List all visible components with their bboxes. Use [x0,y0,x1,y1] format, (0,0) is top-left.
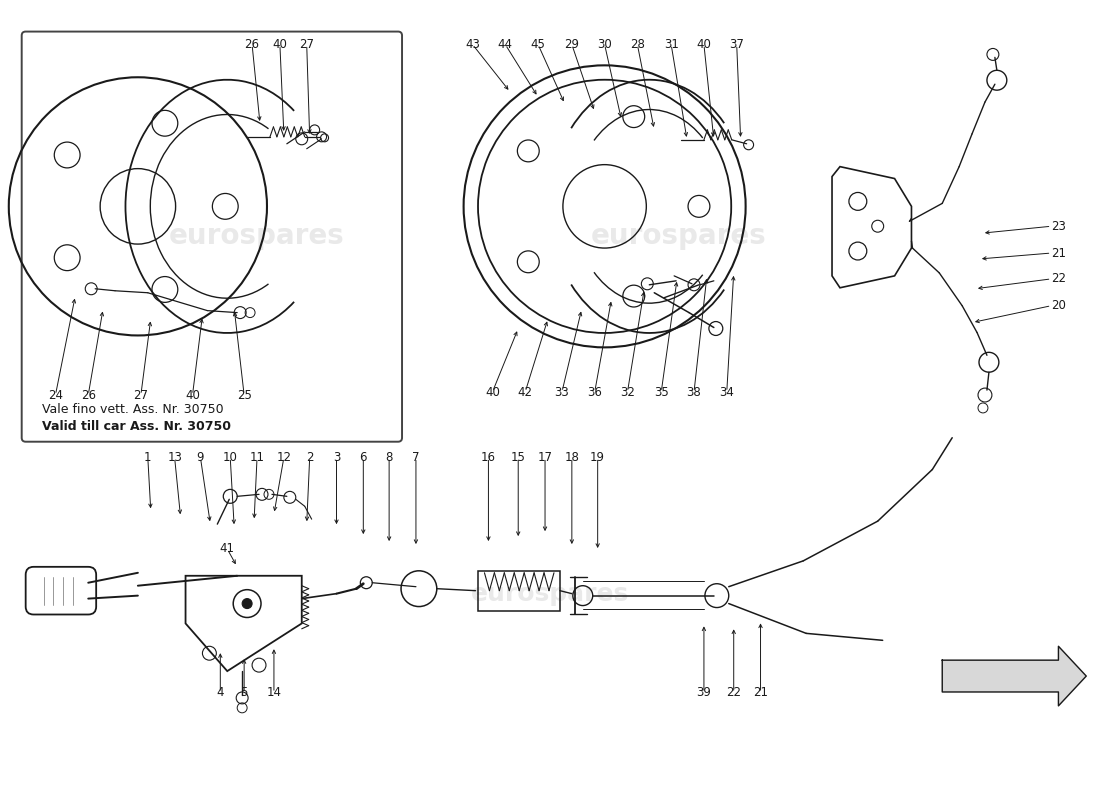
Text: 40: 40 [185,389,200,402]
Text: 17: 17 [538,451,552,464]
Text: 8: 8 [385,451,393,464]
Text: 26: 26 [80,389,96,402]
Text: eurospares: eurospares [471,582,629,606]
Text: 5: 5 [241,686,248,699]
Text: 19: 19 [591,451,605,464]
Text: 22: 22 [726,686,741,699]
Text: eurospares: eurospares [591,222,767,250]
Polygon shape [943,646,1086,706]
Circle shape [242,598,252,609]
Text: 44: 44 [498,38,513,51]
Text: 33: 33 [554,386,570,398]
Text: 11: 11 [250,451,264,464]
Text: 27: 27 [299,38,315,51]
Text: 29: 29 [564,38,580,51]
Text: 38: 38 [686,386,702,398]
Text: 13: 13 [167,451,183,464]
Text: 30: 30 [597,38,612,51]
Text: 6: 6 [360,451,367,464]
Text: 20: 20 [1052,299,1066,312]
Text: 40: 40 [273,38,287,51]
Text: 12: 12 [276,451,292,464]
Text: Valid till car Ass. Nr. 30750: Valid till car Ass. Nr. 30750 [42,420,231,434]
Text: 34: 34 [719,386,734,398]
Text: 24: 24 [48,389,63,402]
Text: 40: 40 [696,38,712,51]
Text: 22: 22 [1052,272,1067,286]
Text: 10: 10 [223,451,238,464]
Text: 42: 42 [518,386,532,398]
Text: eurospares: eurospares [169,222,345,250]
Text: 2: 2 [306,451,313,464]
Text: 9: 9 [197,451,205,464]
Text: 7: 7 [412,451,420,464]
Bar [478,571,560,610]
Text: 23: 23 [1052,220,1066,233]
Text: 18: 18 [564,451,580,464]
Text: 31: 31 [663,38,679,51]
Text: 15: 15 [510,451,526,464]
Text: 35: 35 [653,386,669,398]
Text: 28: 28 [630,38,645,51]
FancyBboxPatch shape [25,567,96,614]
Text: 32: 32 [620,386,635,398]
FancyBboxPatch shape [22,31,401,442]
Text: 26: 26 [244,38,260,51]
Text: 14: 14 [266,686,282,699]
Text: 27: 27 [133,389,148,402]
Text: 45: 45 [530,38,546,51]
Text: Vale fino vett. Ass. Nr. 30750: Vale fino vett. Ass. Nr. 30750 [42,403,223,417]
Text: 1: 1 [144,451,152,464]
Text: 41: 41 [220,542,234,555]
Text: 21: 21 [1052,246,1067,259]
Text: 4: 4 [217,686,224,699]
Text: 3: 3 [333,451,340,464]
Text: 36: 36 [587,386,602,398]
Text: 16: 16 [481,451,496,464]
Text: 21: 21 [754,686,768,699]
Text: 39: 39 [696,686,712,699]
Text: 43: 43 [465,38,480,51]
Text: 37: 37 [729,38,744,51]
Text: 25: 25 [236,389,252,402]
Text: 40: 40 [485,386,499,398]
